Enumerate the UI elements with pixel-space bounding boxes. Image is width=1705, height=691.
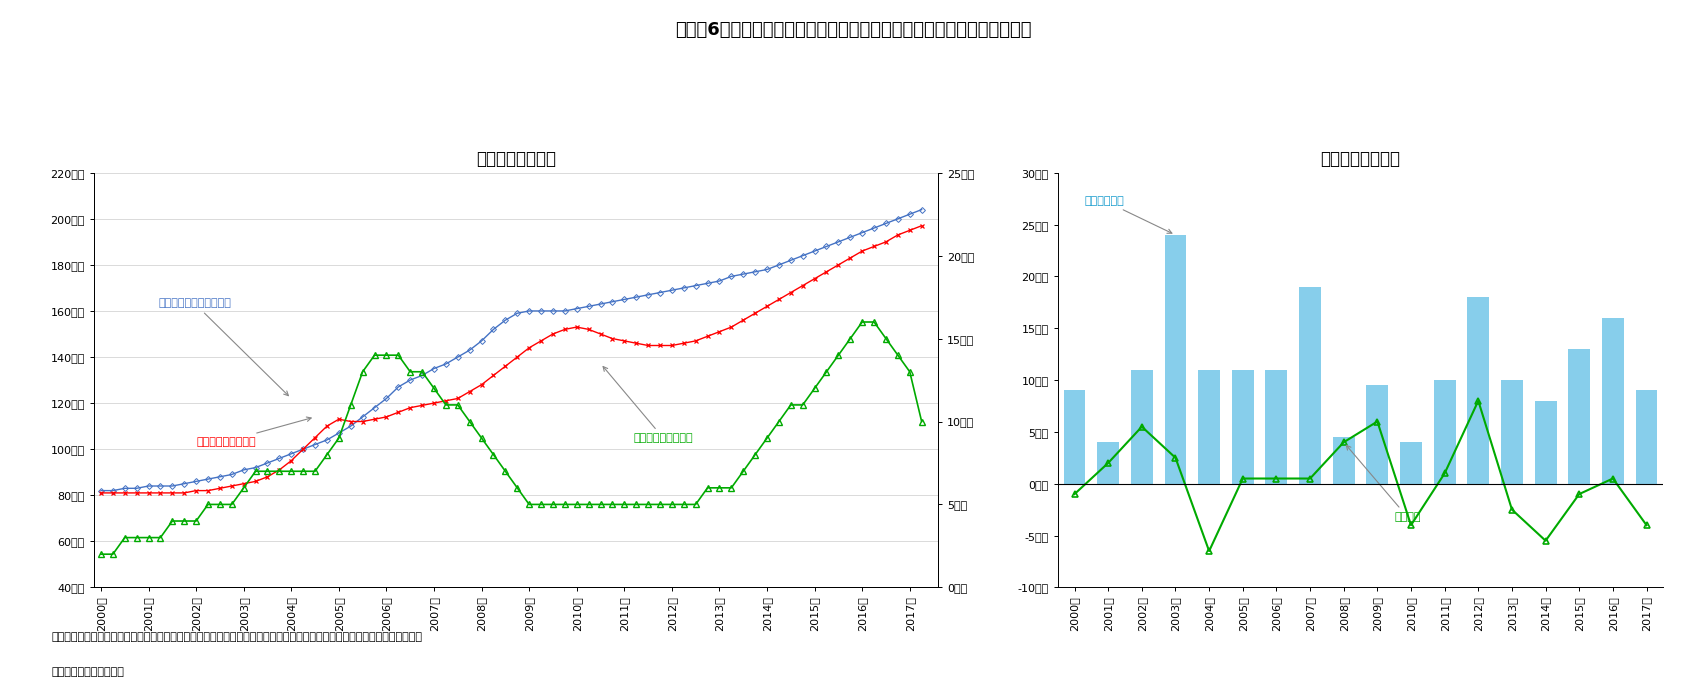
Bar xyxy=(1366,386,1388,484)
Bar xyxy=(1332,437,1354,484)
Bar xyxy=(1062,390,1084,484)
Text: 賃貸面積（左目盛）: 賃貸面積（左目盛） xyxy=(196,417,310,446)
Text: 図表－6　東京都心部Ａクラスビルの賃貸可能面積・賃貸面積・空室面積: 図表－6 東京都心部Ａクラスビルの賃貸可能面積・賃貸面積・空室面積 xyxy=(675,21,1030,39)
Text: 現空面積（右目盛）: 現空面積（右目盛） xyxy=(604,366,692,444)
Bar xyxy=(1635,390,1657,484)
Title: ＜新規供給面積＞: ＜新規供給面積＞ xyxy=(1320,151,1400,169)
Bar xyxy=(1096,442,1118,484)
Bar xyxy=(1197,370,1219,484)
Bar xyxy=(1534,401,1555,484)
Text: 新規供給面積: 新規供給面積 xyxy=(1084,196,1171,234)
Bar xyxy=(1601,318,1623,484)
Text: 賃貸可能面積（左目盛）: 賃貸可能面積（左目盛） xyxy=(159,299,288,396)
Text: 空室面積: 空室面積 xyxy=(1345,445,1420,522)
Text: （出所）三幸エステート: （出所）三幸エステート xyxy=(51,667,124,676)
Bar xyxy=(1165,235,1185,484)
Bar xyxy=(1400,442,1420,484)
Bar xyxy=(1299,287,1320,484)
Text: （注）空室面積として現空面積を利用。現空面積とは調査時点で公開募集されている空室面積のうち即入居可能な面積のこと: （注）空室面積として現空面積を利用。現空面積とは調査時点で公開募集されている空室… xyxy=(51,632,421,642)
Bar xyxy=(1265,370,1287,484)
Bar xyxy=(1466,297,1488,484)
Bar xyxy=(1130,370,1153,484)
Bar xyxy=(1231,370,1253,484)
Bar xyxy=(1500,380,1523,484)
Bar xyxy=(1432,380,1454,484)
Bar xyxy=(1567,349,1589,484)
Title: ＜四半期末面積＞: ＜四半期末面積＞ xyxy=(476,151,556,169)
